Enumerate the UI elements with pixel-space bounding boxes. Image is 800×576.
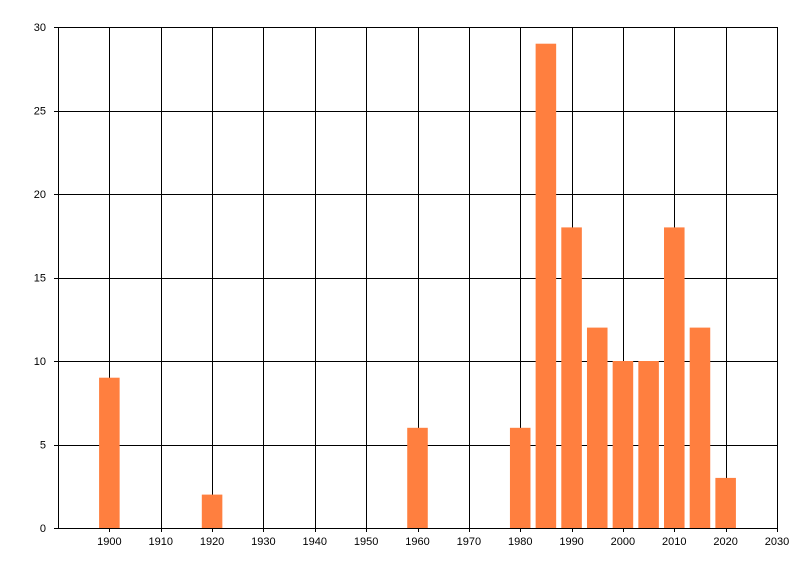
bar — [535, 43, 557, 528]
x-tick-label: 1960 — [405, 536, 429, 548]
y-tick-label: 30 — [34, 22, 46, 34]
axes — [58, 27, 777, 529]
grid — [54, 27, 778, 532]
bar — [715, 477, 736, 528]
x-tick-label: 2010 — [662, 536, 686, 548]
x-tick-label: 1940 — [303, 536, 327, 548]
x-tick-label: 1950 — [354, 536, 378, 548]
y-tick-label: 25 — [34, 106, 46, 118]
x-tick-label: 2020 — [713, 536, 737, 548]
bar — [612, 361, 634, 528]
y-tick-label: 20 — [34, 189, 46, 201]
bar — [586, 327, 608, 528]
bar — [689, 327, 711, 528]
bar — [561, 227, 582, 528]
x-tick-label: 1990 — [559, 536, 583, 548]
x-tick-label: 1900 — [97, 536, 121, 548]
bar — [407, 427, 428, 528]
y-tick-label: 5 — [40, 440, 46, 452]
x-tick-label: 2030 — [765, 536, 789, 548]
y-tick-label: 0 — [40, 523, 46, 535]
bar — [201, 494, 223, 528]
y-tick-label: 10 — [34, 356, 46, 368]
x-tick-label: 1980 — [508, 536, 532, 548]
x-tick-label: 2000 — [611, 536, 635, 548]
x-tick-label: 1910 — [148, 536, 172, 548]
tick-labels: 1900 1910 1920 1930 1940 1950 1960 1970 1980 1990… — [34, 22, 789, 548]
bar — [509, 427, 531, 528]
x-tick-label: 1920 — [200, 536, 224, 548]
x-tick-label: 1930 — [251, 536, 275, 548]
bar — [99, 377, 120, 528]
y-tick-label: 15 — [34, 273, 46, 285]
x-tick-label: 1970 — [457, 536, 481, 548]
bars — [99, 43, 736, 528]
bar — [638, 361, 659, 528]
bar — [664, 227, 685, 528]
